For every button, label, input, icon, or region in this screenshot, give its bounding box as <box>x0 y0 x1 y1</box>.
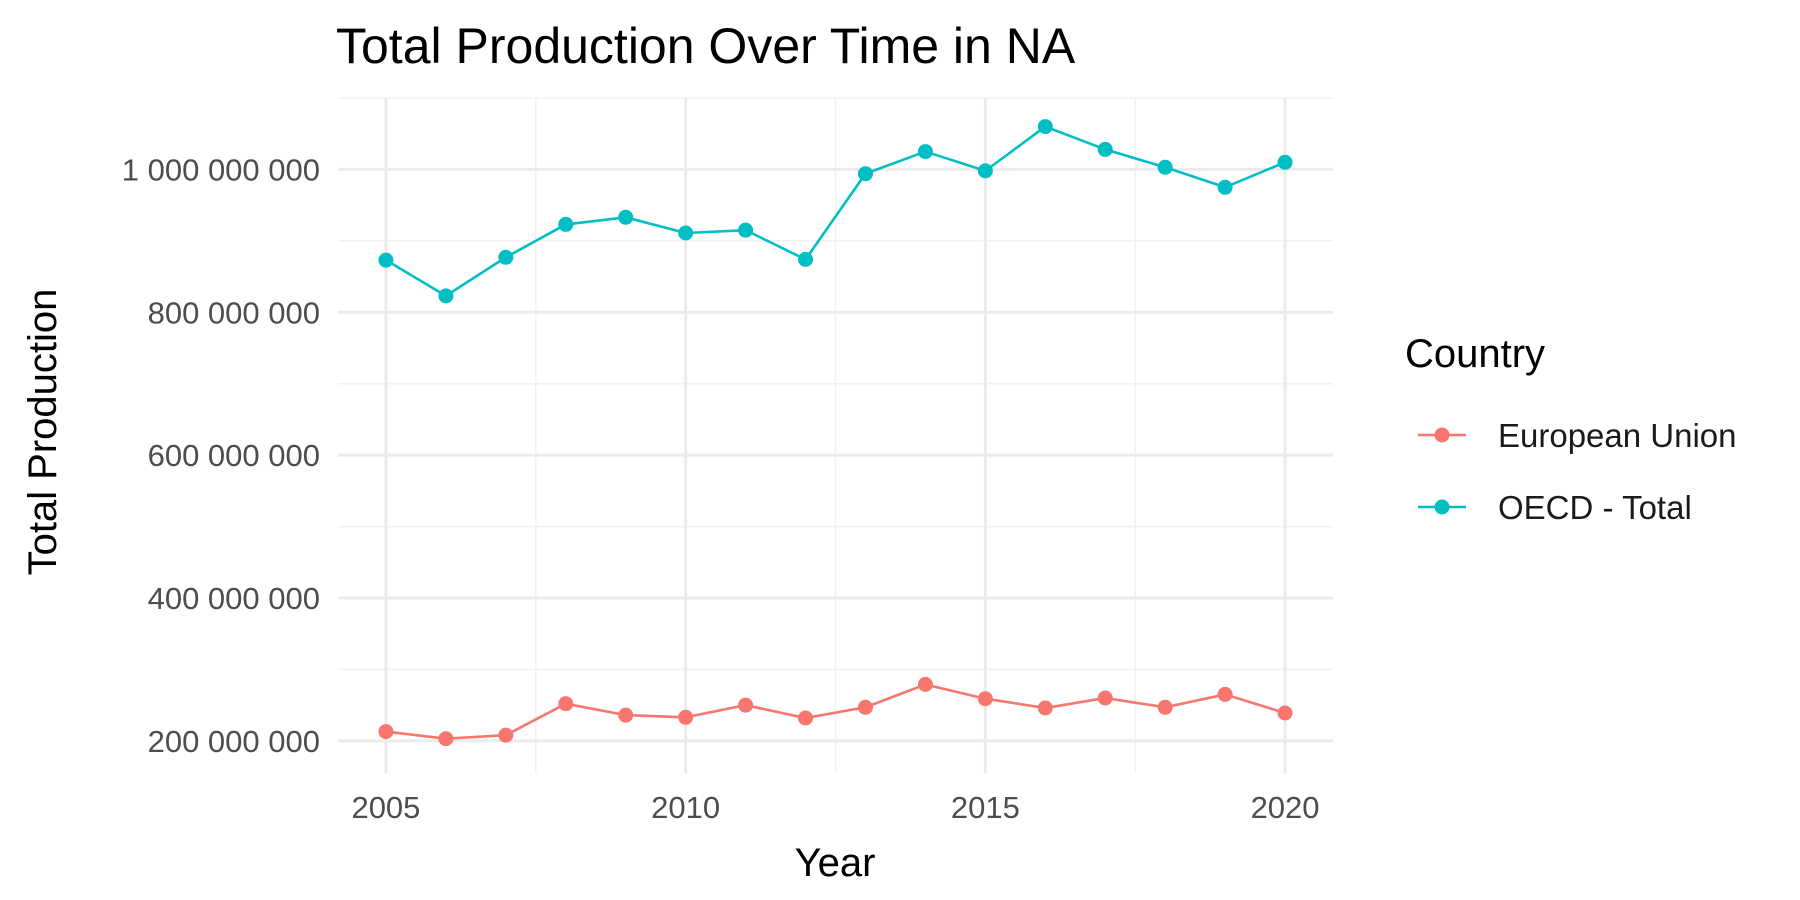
data-point <box>798 710 814 726</box>
x-tick-label: 2015 <box>951 790 1020 825</box>
data-point <box>857 166 873 182</box>
series-group <box>378 676 1293 747</box>
series <box>378 119 1293 747</box>
data-point <box>1277 705 1293 721</box>
data-point <box>1037 119 1053 135</box>
data-point <box>977 163 993 179</box>
series-line <box>385 125 1286 298</box>
data-point <box>678 709 694 725</box>
x-tick-label: 2005 <box>351 790 420 825</box>
data-point <box>498 727 514 743</box>
data-point <box>917 676 933 692</box>
data-point <box>1217 179 1233 195</box>
data-point <box>977 691 993 707</box>
y-tick-label: 1 000 000 000 <box>122 152 320 187</box>
data-point <box>378 724 394 740</box>
legend: Country European Union OECD - Total <box>1405 332 1737 526</box>
data-point <box>378 252 394 268</box>
y-tick-label: 400 000 000 <box>148 581 320 616</box>
legend-key-point <box>1434 427 1450 443</box>
legend-label: OECD - Total <box>1498 489 1692 526</box>
data-point <box>917 144 933 160</box>
data-point <box>678 225 694 241</box>
y-axis-tick-labels: 200 000 000 400 000 000 600 000 000 800 000… <box>122 152 320 758</box>
grid <box>338 97 1333 773</box>
data-point <box>738 222 754 238</box>
legend-label: European Union <box>1498 417 1737 454</box>
data-point <box>438 288 454 304</box>
data-point <box>1097 690 1113 706</box>
y-axis-title: Total Production <box>21 289 65 576</box>
x-tick-label: 2010 <box>651 790 720 825</box>
data-point <box>438 731 454 747</box>
legend-key-point <box>1434 499 1450 515</box>
data-point <box>618 707 634 723</box>
data-point <box>1217 686 1233 702</box>
series-group <box>378 119 1293 304</box>
data-point <box>1037 700 1053 716</box>
y-tick-label: 800 000 000 <box>148 295 320 330</box>
data-point <box>1157 159 1173 175</box>
x-tick-label: 2020 <box>1251 790 1320 825</box>
x-axis-tick-labels: 2005 2010 2015 2020 <box>351 790 1319 825</box>
legend-item: OECD - Total <box>1418 489 1692 526</box>
data-point <box>857 699 873 715</box>
data-point <box>1277 154 1293 170</box>
data-point <box>558 216 574 232</box>
data-point <box>798 251 814 267</box>
data-point <box>558 696 574 712</box>
data-point <box>498 249 514 265</box>
chart-title: Total Production Over Time in NA <box>336 18 1076 74</box>
y-tick-label: 600 000 000 <box>148 438 320 473</box>
series-line <box>385 683 1286 741</box>
data-point <box>618 209 634 225</box>
legend-title: Country <box>1405 332 1545 376</box>
data-point <box>1097 141 1113 157</box>
legend-item: European Union <box>1418 417 1737 454</box>
y-tick-label: 200 000 000 <box>148 724 320 759</box>
data-point <box>1157 699 1173 715</box>
x-axis-title: Year <box>795 841 876 885</box>
legend-items: European Union OECD - Total <box>1418 417 1737 526</box>
data-point <box>738 697 754 713</box>
